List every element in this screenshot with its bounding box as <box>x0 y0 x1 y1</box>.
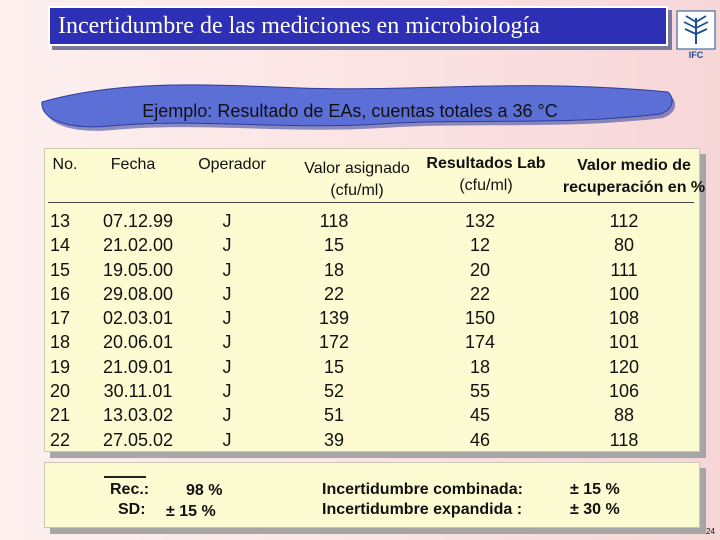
table-cell: 27.05.02 <box>102 429 174 450</box>
column-no: 13 14 15 16 17 18 19 20 21 22 <box>48 209 72 452</box>
header-fecha: Fecha <box>110 156 156 173</box>
table-cell: 46 <box>469 429 491 450</box>
table-cell: 51 <box>323 405 345 426</box>
sd-label: SD: <box>118 501 146 518</box>
table-cell: J <box>222 235 232 256</box>
table-cell: J <box>222 429 232 450</box>
table-cell: 29.08.00 <box>102 283 174 304</box>
table-cell: 52 <box>323 381 345 402</box>
table-cell: 20 <box>49 381 71 402</box>
header-resultados-unit: (cfu/ml) <box>459 177 513 194</box>
column-resultados: 132 12 20 22 150 174 18 55 45 46 <box>452 209 508 452</box>
table-cell: 22 <box>323 283 345 304</box>
rec-label: Rec.: <box>110 481 150 498</box>
table-cell: J <box>222 332 232 353</box>
column-operador: J J J J J J J J J J <box>212 209 242 452</box>
combinada-label: Incertidumbre combinada: <box>322 481 523 498</box>
table-cell: 30.11.01 <box>103 381 173 402</box>
table-cell: 39 <box>323 429 345 450</box>
header-recuperacion-2: recuperación en % <box>562 179 706 196</box>
table-cell: 150 <box>464 308 496 329</box>
table-cell: 15 <box>323 356 345 377</box>
table-cell: 21.09.01 <box>102 356 174 377</box>
table-cell: 120 <box>608 356 640 377</box>
page-number: 24 <box>706 527 715 536</box>
table-cell: 139 <box>318 308 350 329</box>
table-cell: 14 <box>49 235 71 256</box>
header-resultados: Resultados Lab <box>426 155 546 172</box>
table-cell: J <box>222 283 232 304</box>
ifc-logo-icon <box>676 10 716 50</box>
table-cell: J <box>222 211 232 231</box>
slide-title-box: Incertidumbre de las mediciones en micro… <box>48 6 668 46</box>
table-cell: 55 <box>469 381 491 402</box>
table-cell: 100 <box>608 283 640 304</box>
table-cell: 174 <box>464 332 496 353</box>
table-cell: 20.06.01 <box>102 332 174 353</box>
summary-panel <box>44 462 700 528</box>
rec-value: 98 % <box>186 482 223 499</box>
table-cell: 106 <box>608 381 640 402</box>
table-cell: 18 <box>323 259 345 280</box>
table-cell: 13 <box>49 211 71 231</box>
header-divider <box>48 202 694 203</box>
expandida-value: ± 30 % <box>570 501 620 518</box>
header-valor-asignado-unit: (cfu/ml) <box>330 182 384 199</box>
table-cell: 22 <box>469 283 491 304</box>
table-cell: 108 <box>608 308 640 329</box>
table-cell: J <box>222 405 232 426</box>
table-cell: 112 <box>609 211 639 231</box>
table-cell: 19.05.00 <box>102 259 174 280</box>
table-cell: 20 <box>469 259 491 280</box>
subtitle: Ejemplo: Resultado de EAs, cuentas total… <box>142 101 558 121</box>
table-cell: 16 <box>49 283 71 304</box>
table-cell: 13.03.02 <box>102 405 174 426</box>
column-valor-asignado: 118 15 18 22 139 172 15 52 51 39 <box>306 209 362 452</box>
table-cell: J <box>222 308 232 329</box>
table-cell: 172 <box>318 332 350 353</box>
column-recuperacion: 112 80 111 100 108 101 120 106 88 118 <box>596 209 652 452</box>
table-cell: 21 <box>49 405 71 426</box>
table-cell: 88 <box>613 405 635 426</box>
table-cell: 18 <box>49 332 71 353</box>
table-cell: 07.12.99 <box>102 211 174 231</box>
summary-divider <box>104 476 146 478</box>
subtitle-banner <box>41 84 676 131</box>
expandida-label: Incertidumbre expandida : <box>322 501 523 518</box>
table-cell: 132 <box>464 211 496 231</box>
table-cell: 111 <box>610 259 638 280</box>
header-operador: Operador <box>198 156 266 173</box>
table-cell: J <box>222 381 232 402</box>
header-valor-asignado: Valor asignado <box>304 160 410 177</box>
table-cell: 02.03.01 <box>102 308 174 329</box>
table-cell: 17 <box>49 308 71 329</box>
table-cell: 15 <box>323 235 345 256</box>
table-cell: 118 <box>609 429 639 450</box>
column-fecha: 07.12.99 21.02.00 19.05.00 29.08.00 02.0… <box>96 209 180 452</box>
sd-value: ± 15 % <box>166 503 216 520</box>
table-cell: 101 <box>608 332 640 353</box>
table-cell: 22 <box>49 429 71 450</box>
slide-title: Incertidumbre de las mediciones en micro… <box>58 12 540 39</box>
table-panel <box>44 148 700 452</box>
table-cell: 12 <box>469 235 491 256</box>
table-cell: 19 <box>49 356 71 377</box>
logo-label: IFC <box>688 50 704 60</box>
table-cell: 45 <box>469 405 491 426</box>
table-cell: 21.02.00 <box>102 235 174 256</box>
table-cell: J <box>222 356 232 377</box>
header-no: No. <box>52 156 78 173</box>
table-cell: 80 <box>613 235 635 256</box>
table-cell: 18 <box>469 356 491 377</box>
table-cell: J <box>222 259 232 280</box>
header-recuperacion: Valor medio de <box>577 157 691 174</box>
table-cell: 15 <box>49 259 71 280</box>
table-cell: 118 <box>319 211 349 231</box>
combinada-value: ± 15 % <box>570 481 620 498</box>
